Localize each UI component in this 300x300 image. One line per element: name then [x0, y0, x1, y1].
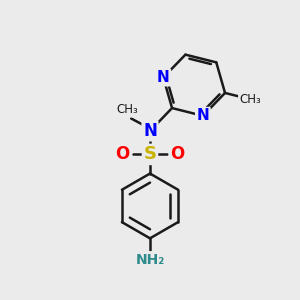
Text: N: N [143, 122, 157, 140]
Text: N: N [196, 108, 209, 123]
Text: N: N [157, 70, 170, 85]
Text: NH₂: NH₂ [135, 253, 165, 266]
Text: CH₃: CH₃ [116, 103, 138, 116]
Text: O: O [116, 146, 130, 164]
Text: S: S [143, 146, 157, 164]
Text: O: O [170, 146, 184, 164]
Text: CH₃: CH₃ [239, 93, 261, 106]
